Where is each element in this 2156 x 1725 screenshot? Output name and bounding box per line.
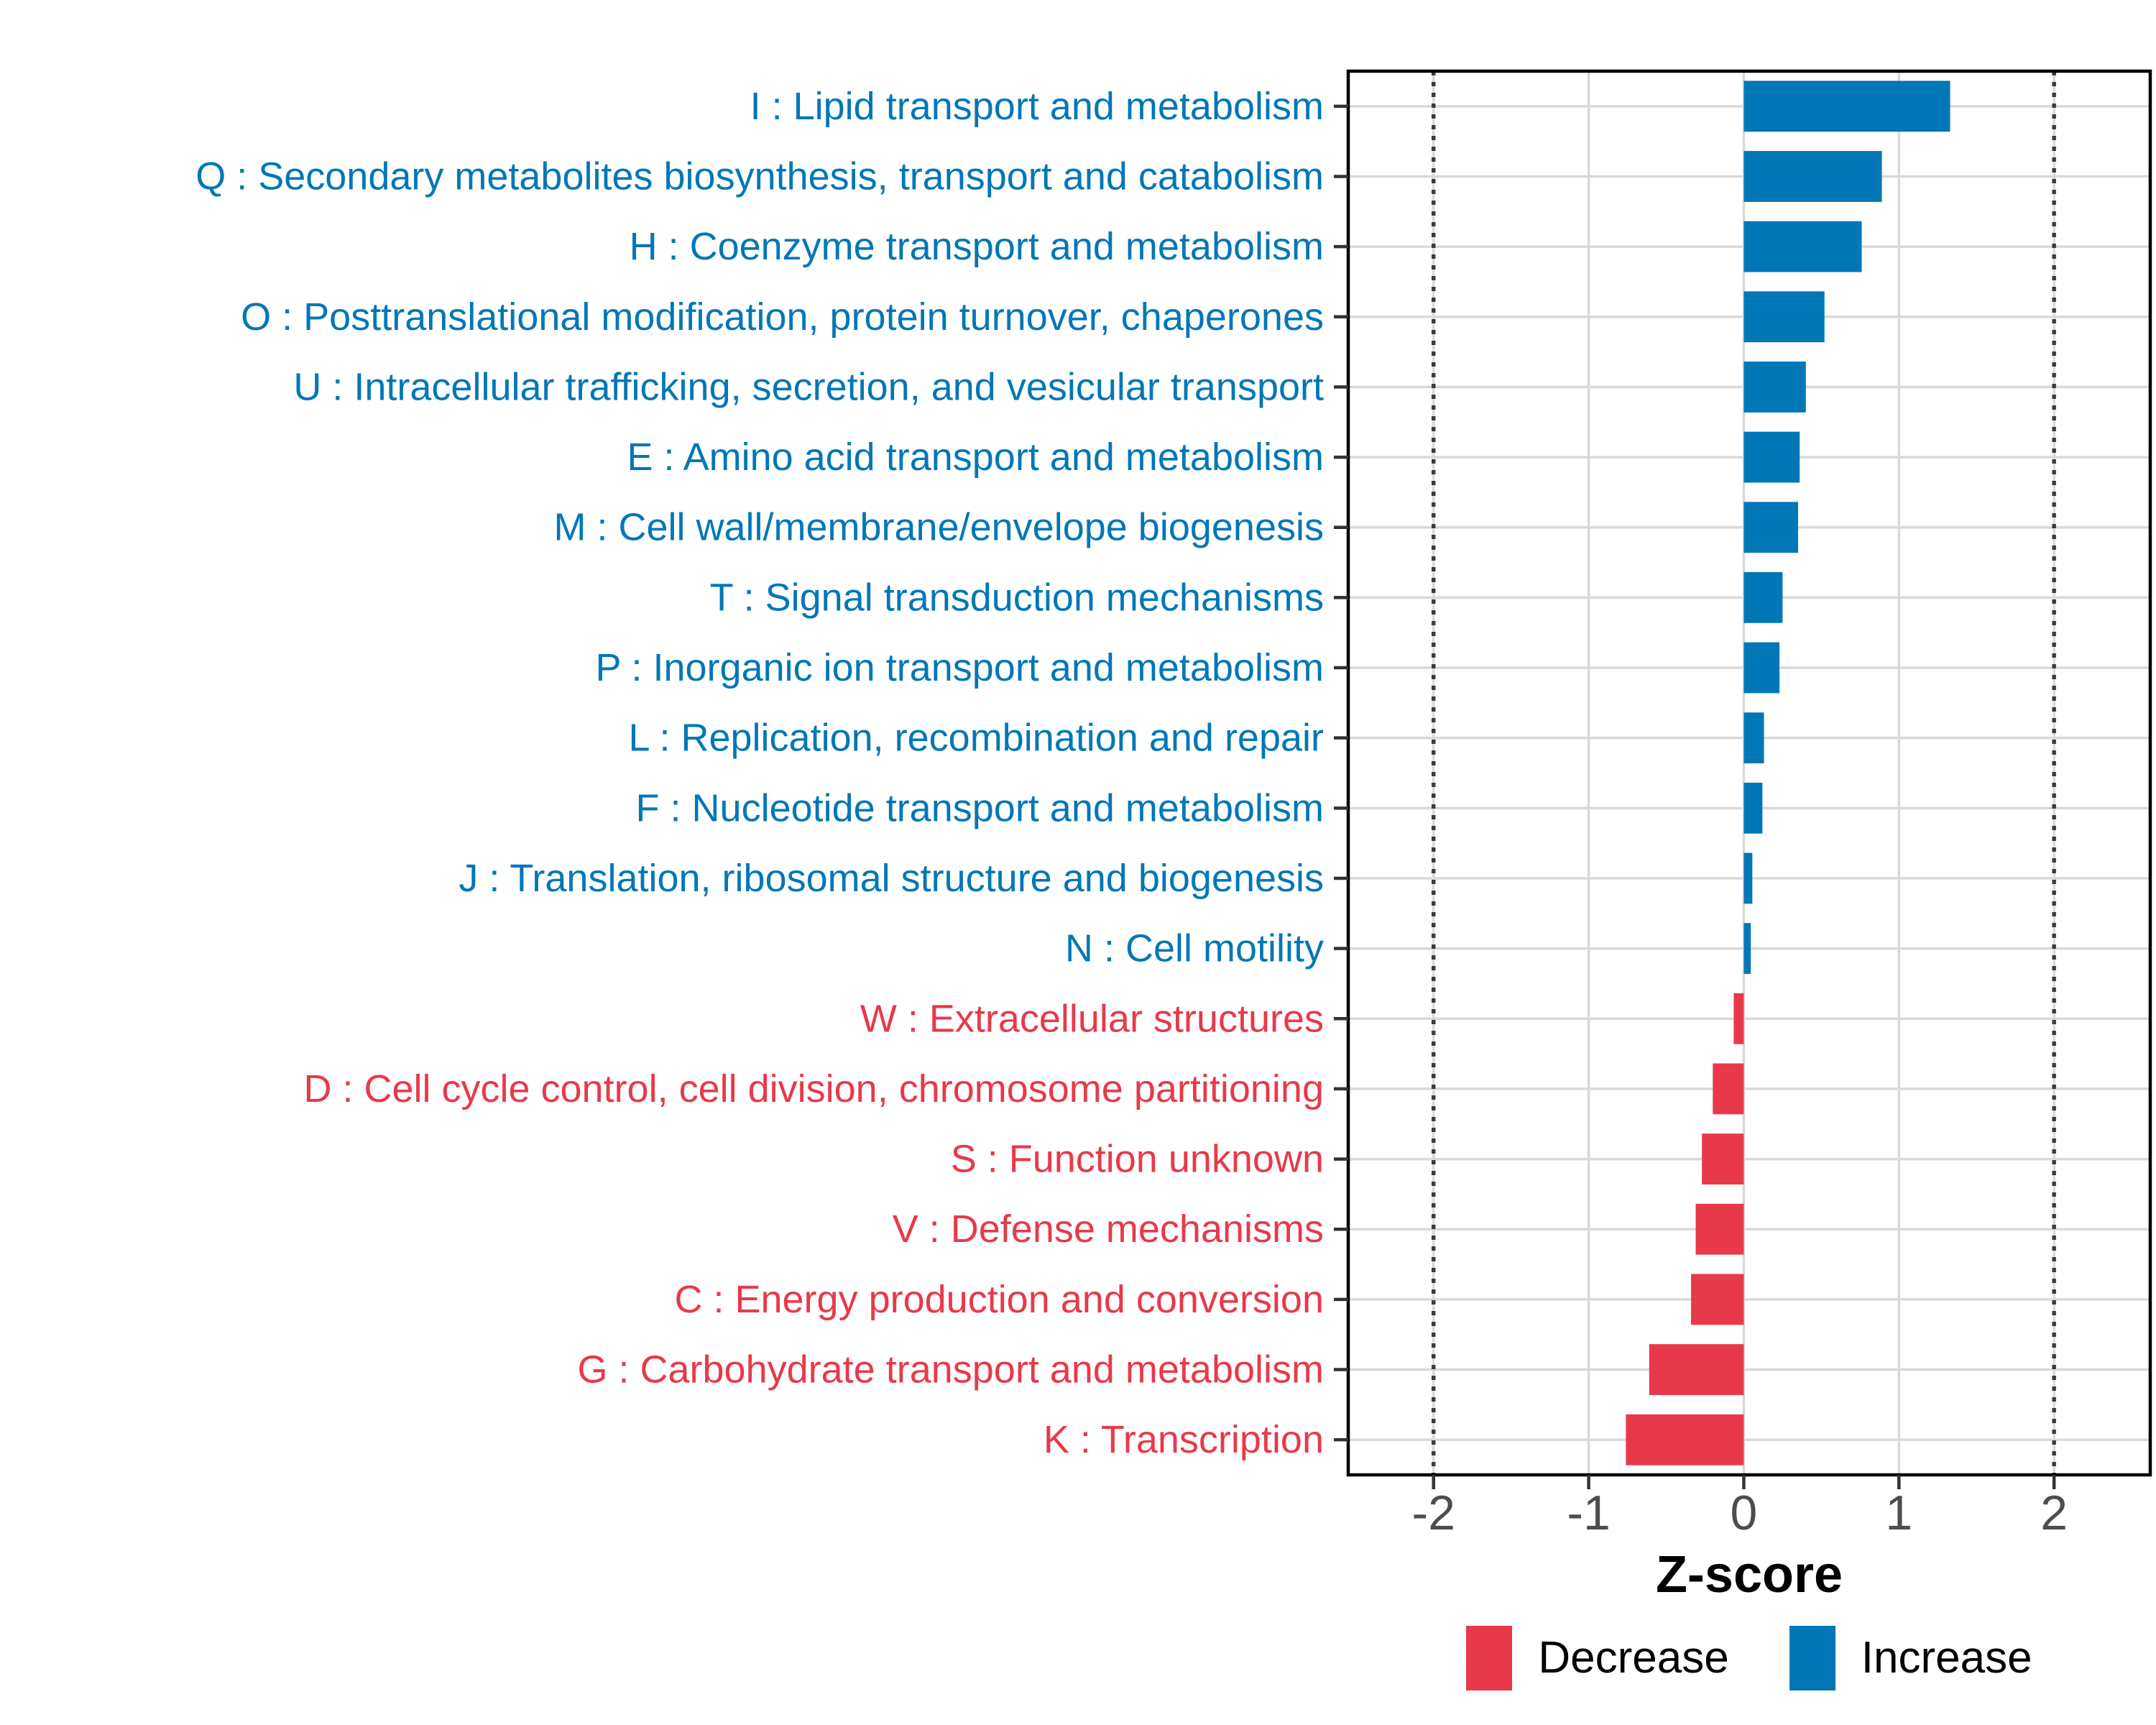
bar-d: [1713, 1063, 1744, 1115]
x-tick-label: 0: [1731, 1486, 1758, 1540]
category-label: E : Amino acid transport and metabolism: [627, 436, 1324, 479]
bar-v: [1695, 1203, 1744, 1255]
category-label: L : Replication, recombination and repai…: [628, 717, 1324, 760]
bar-c: [1691, 1274, 1744, 1325]
bar-u: [1743, 362, 1806, 413]
plot-panel: [1348, 71, 2150, 1475]
bar-i: [1743, 80, 1950, 132]
legend-item-increase: Increase: [1789, 1626, 2032, 1690]
category-label: I : Lipid transport and metabolism: [750, 85, 1324, 128]
x-axis-title: Z-score: [1655, 1546, 1843, 1604]
category-label: G : Carbohydrate transport and metabolis…: [578, 1348, 1325, 1392]
category-label: F : Nucleotide transport and metabolism: [636, 786, 1324, 829]
bar-f: [1743, 782, 1763, 834]
bar-n: [1743, 923, 1751, 975]
bar-m: [1743, 502, 1798, 553]
x-tick-label: -1: [1567, 1486, 1610, 1540]
x-tick-label: 1: [1885, 1486, 1912, 1540]
category-label: U : Intracellular trafficking, secretion…: [293, 365, 1324, 408]
legend-label-decrease: Decrease: [1538, 1633, 1729, 1683]
bar-s: [1702, 1133, 1744, 1184]
category-label: O : Posttranslational modification, prot…: [241, 295, 1324, 339]
bar-e: [1743, 431, 1800, 483]
x-tick-label: -2: [1411, 1486, 1455, 1540]
category-label: Q : Secondary metabolites biosynthesis, …: [195, 155, 1324, 198]
bar-p: [1743, 642, 1780, 694]
category-label: V : Defense mechanisms: [893, 1208, 1324, 1251]
bar-k: [1626, 1414, 1744, 1466]
category-label: M : Cell wall/membrane/envelope biogenes…: [553, 506, 1324, 549]
category-label: D : Cell cycle control, cell division, c…: [303, 1067, 1324, 1110]
bar-o: [1743, 291, 1825, 343]
increase-swatch-icon: [1789, 1626, 1835, 1690]
bar-t: [1743, 571, 1783, 623]
category-label: K : Transcription: [1044, 1418, 1324, 1461]
bar-q: [1743, 151, 1882, 202]
bar-g: [1649, 1344, 1744, 1395]
category-label: P : Inorganic ion transport and metaboli…: [595, 646, 1324, 689]
category-label: J : Translation, ribosomal structure and…: [459, 857, 1324, 900]
category-label: H : Coenzyme transport and metabolism: [630, 225, 1324, 268]
category-label: C : Energy production and conversion: [674, 1278, 1324, 1321]
category-label: T : Signal transduction mechanisms: [710, 576, 1324, 619]
decrease-swatch-icon: [1466, 1626, 1513, 1690]
category-label: S : Function unknown: [951, 1138, 1324, 1181]
category-label: W : Extracellular structures: [860, 997, 1324, 1040]
bar-l: [1743, 712, 1764, 764]
bar-j: [1743, 852, 1753, 904]
category-label: N : Cell motility: [1065, 927, 1324, 970]
x-tick-label: 2: [2040, 1486, 2068, 1540]
bar-h: [1743, 221, 1862, 272]
legend-label-increase: Increase: [1861, 1633, 2032, 1683]
legend-item-decrease: Decrease: [1466, 1626, 1729, 1690]
legend: Decrease Increase: [1348, 1626, 2150, 1690]
panel-border: [1346, 69, 2152, 1477]
bar-w: [1733, 993, 1744, 1044]
